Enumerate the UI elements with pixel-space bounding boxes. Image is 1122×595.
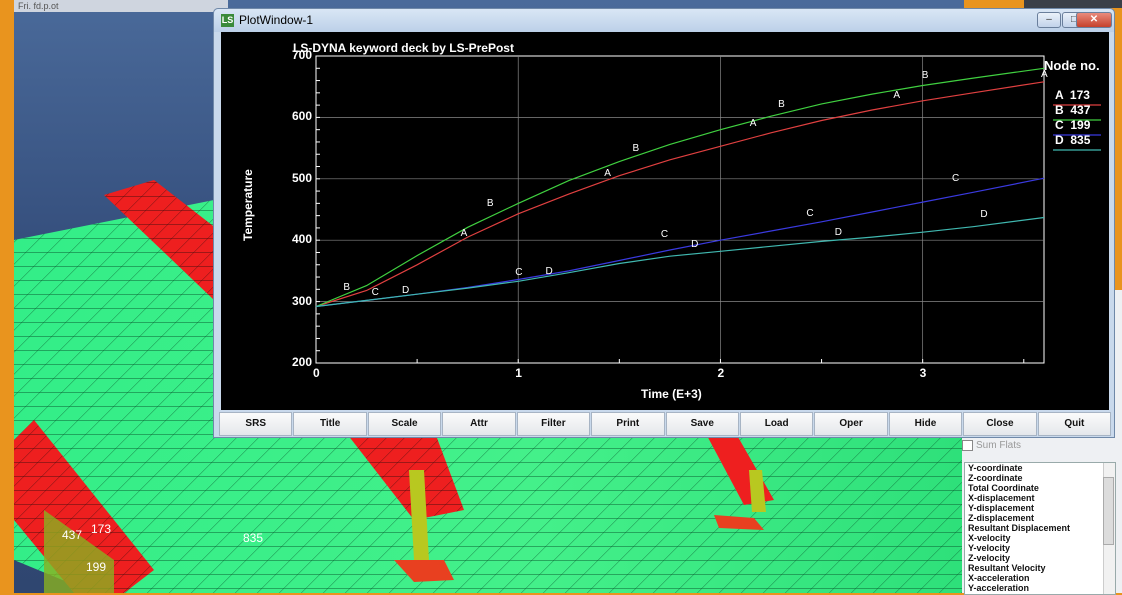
curve-marker-d: D xyxy=(834,226,842,238)
y-tick-label: 300 xyxy=(291,293,312,308)
list-item[interactable]: Y-velocity xyxy=(968,543,1011,553)
series-line-b xyxy=(315,67,1045,308)
component-listbox[interactable]: Y-coordinate Z-coordinate Total Coordina… xyxy=(964,462,1116,595)
minimize-button[interactable]: – xyxy=(1037,12,1061,28)
curve-marker-d: D xyxy=(401,285,410,297)
curve-marker-d: D xyxy=(980,209,988,221)
y-tick-label: 700 xyxy=(291,48,312,62)
list-item[interactable]: Resultant Velocity xyxy=(968,563,1046,573)
legend-node: 835 xyxy=(1070,133,1091,147)
list-item[interactable]: Y-displacement xyxy=(968,503,1035,513)
legend-entry-a: A 173 xyxy=(1055,88,1090,102)
curve-marker-c: C xyxy=(371,286,379,298)
plot-frame xyxy=(315,55,1045,364)
legend-title: Node no. xyxy=(1044,58,1100,73)
print-button[interactable]: Print xyxy=(591,412,665,436)
plot-toolbar: SRS Title Scale Attr Filter Print Save L… xyxy=(219,412,1112,436)
x-tick-label: 3 xyxy=(919,366,927,380)
node-label-437: 437 xyxy=(62,528,83,542)
curve-marker-d: D xyxy=(691,238,699,250)
scrollbar-thumb[interactable] xyxy=(1103,477,1114,545)
legend-marker: B xyxy=(1055,103,1064,117)
curve-marker-b: B xyxy=(343,282,350,294)
quit-button[interactable]: Quit xyxy=(1037,412,1112,436)
plot-window: LS PlotWindow-1 – □ ✕ LS-DYNA keyword de… xyxy=(213,8,1115,438)
checkbox-icon[interactable] xyxy=(962,440,973,451)
legend-marker: A xyxy=(1055,88,1064,102)
list-item[interactable]: Y-acceleration xyxy=(968,583,1030,593)
listbox-scrollbar[interactable] xyxy=(1103,463,1115,594)
attr-button[interactable]: Attr xyxy=(442,412,516,436)
legend-entry-d: D 835 xyxy=(1055,133,1090,147)
plot-canvas[interactable]: LS-DYNA keyword deck by LS-PrePost Node … xyxy=(221,32,1109,410)
load-button[interactable]: Load xyxy=(739,412,814,436)
list-item[interactable]: Y-coordinate xyxy=(968,463,1023,473)
list-item[interactable]: X-acceleration xyxy=(968,573,1030,583)
node-label-835: 835 xyxy=(243,531,264,545)
legend-node: 199 xyxy=(1070,118,1091,132)
list-item[interactable]: Z-velocity xyxy=(968,553,1011,563)
curve-marker-b: B xyxy=(921,70,929,82)
y-axis-label: Temperature xyxy=(241,169,255,241)
curve-marker-b: B xyxy=(632,143,640,155)
plot-window-titlebar[interactable]: LS PlotWindow-1 – □ ✕ xyxy=(214,9,1114,32)
legend-entry-c: C 199 xyxy=(1055,118,1090,132)
plot-title: LS-DYNA keyword deck by LS-PrePost xyxy=(293,41,514,55)
chart-svg xyxy=(315,55,1101,364)
x-tick-label: 0 xyxy=(313,366,320,380)
x-tick-label: 1 xyxy=(515,366,522,380)
x-tick-label: 2 xyxy=(717,366,725,380)
series-line-d xyxy=(315,216,1045,308)
legend-marker: D xyxy=(1055,133,1064,147)
y-tick-label: 600 xyxy=(291,109,312,124)
curve-marker-a: A xyxy=(460,228,468,240)
series-line-a xyxy=(315,81,1045,308)
curve-marker-c: C xyxy=(806,207,814,219)
list-item[interactable]: Z-displacement xyxy=(968,513,1035,523)
legend-entry-b: B 437 xyxy=(1055,103,1090,117)
curve-marker-a: A xyxy=(1041,68,1048,80)
y-tick-label: 200 xyxy=(291,355,312,369)
scale-button[interactable]: Scale xyxy=(367,412,442,436)
oper-button[interactable]: Oper xyxy=(814,412,888,436)
list-item[interactable]: Resultant Displacement xyxy=(968,523,1071,533)
curve-marker-b: B xyxy=(486,197,494,209)
legend-node: 173 xyxy=(1069,88,1090,102)
srs-button[interactable]: SRS xyxy=(219,412,293,436)
curve-marker-b: B xyxy=(778,99,785,111)
curve-marker-a: A xyxy=(604,168,611,180)
hide-button[interactable]: Hide xyxy=(888,412,963,436)
x-axis-label: Time (E+3) xyxy=(641,387,702,401)
node-label-173: 173 xyxy=(91,522,112,536)
curve-marker-a: A xyxy=(749,117,757,129)
curve-marker-a: A xyxy=(893,90,901,102)
close-window-button[interactable]: ✕ xyxy=(1076,12,1112,28)
filter-button[interactable]: Filter xyxy=(516,412,591,436)
window-title: PlotWindow-1 xyxy=(239,13,314,27)
lsprepost-icon: LS xyxy=(221,14,234,27)
title-button[interactable]: Title xyxy=(293,412,367,436)
curve-marker-d: D xyxy=(545,266,553,278)
series-line-c xyxy=(315,177,1045,308)
list-item[interactable]: Z-coordinate xyxy=(968,473,1023,483)
list-item[interactable]: Total Coordinate xyxy=(968,483,1039,493)
list-item[interactable]: X-displacement xyxy=(968,493,1035,503)
curve-marker-c: C xyxy=(660,229,669,241)
background-titlebar: Fri. fd.p.ot xyxy=(14,0,228,12)
node-label-199: 199 xyxy=(86,560,107,574)
list-item[interactable]: X-velocity xyxy=(968,533,1011,543)
legend-marker: C xyxy=(1055,118,1064,132)
sum-flats-label: Sum Flats xyxy=(976,440,1022,452)
curve-marker-c: C xyxy=(952,172,960,184)
top-right-toolbar-strip xyxy=(1024,0,1122,8)
y-tick-label: 500 xyxy=(291,170,312,185)
curve-marker-c: C xyxy=(515,266,523,278)
y-tick-label: 400 xyxy=(291,232,312,247)
save-button[interactable]: Save xyxy=(665,412,739,436)
close-button[interactable]: Close xyxy=(963,412,1037,436)
sum-flats-checkbox[interactable]: Sum Flats xyxy=(962,440,1021,451)
legend-node: 437 xyxy=(1070,103,1091,117)
